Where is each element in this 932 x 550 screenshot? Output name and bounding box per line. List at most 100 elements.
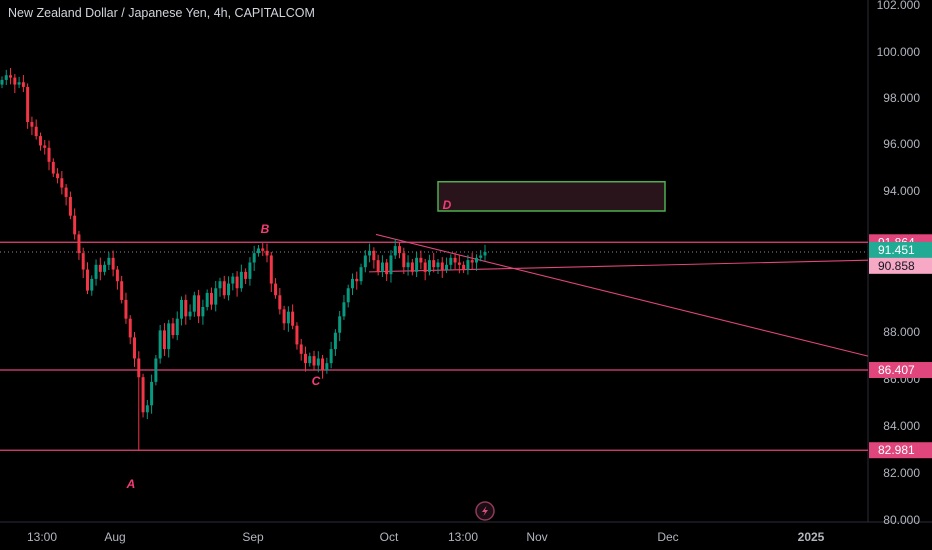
candle-body <box>415 257 419 272</box>
candle <box>43 140 47 155</box>
candles <box>0 67 487 451</box>
candle <box>410 258 414 276</box>
candle <box>286 306 290 332</box>
candle-body <box>303 353 307 364</box>
candle <box>94 259 98 286</box>
candle <box>235 271 239 297</box>
candle <box>192 291 196 317</box>
candle-body <box>449 257 453 265</box>
price-axis: 102.000 100.000 98.000 96.000 94.000 88.000 86… <box>877 0 921 527</box>
candle <box>453 252 457 270</box>
candle-body <box>389 255 393 275</box>
candle-body <box>218 281 222 289</box>
candle <box>222 275 226 299</box>
candle <box>56 168 60 184</box>
candle-body <box>4 75 8 80</box>
candle <box>372 247 376 269</box>
target-zone <box>437 180 666 212</box>
candle-body <box>64 187 68 197</box>
trend-price-tag-text: 90.858 <box>878 259 915 273</box>
candle-body <box>252 253 256 263</box>
candle <box>103 261 107 276</box>
lightning-icon[interactable] <box>475 501 495 521</box>
candle <box>291 304 295 330</box>
candle-body <box>124 299 128 319</box>
candle-body <box>197 295 201 317</box>
candle-body <box>184 299 188 317</box>
candle-body <box>474 257 478 263</box>
candle-body <box>162 330 166 350</box>
candle-body <box>440 262 444 270</box>
candle-body <box>235 276 239 289</box>
candle-body <box>393 246 397 256</box>
candle <box>30 116 34 136</box>
level-price-tag-bg <box>869 442 932 459</box>
candle-body <box>432 260 436 268</box>
candle-body <box>150 381 154 406</box>
candle-body <box>265 250 269 256</box>
candle-body <box>107 257 111 265</box>
candle <box>231 273 235 291</box>
candle <box>38 132 42 151</box>
candle <box>60 170 64 195</box>
x-tick-label: Sep <box>242 530 264 544</box>
candle-body <box>9 75 13 78</box>
candle <box>261 243 265 256</box>
candle-body <box>406 262 410 268</box>
candle-body <box>51 161 55 174</box>
candle <box>214 280 218 312</box>
candle <box>64 184 68 206</box>
level-price-tag-bg <box>869 362 932 379</box>
candle-body <box>60 178 64 188</box>
candle <box>308 352 312 367</box>
candle <box>483 244 487 261</box>
candle <box>137 351 141 451</box>
candle-body <box>321 358 325 371</box>
candle <box>359 263 363 285</box>
pattern-label-b: B <box>261 222 270 236</box>
candle <box>197 289 201 324</box>
y-tick-label: 80.000 <box>883 513 920 527</box>
candle <box>445 257 449 274</box>
candle-body <box>338 316 342 333</box>
candle <box>171 317 175 339</box>
candle-body <box>427 260 431 272</box>
candle-body <box>299 344 303 354</box>
y-tick-label: 82.000 <box>883 466 920 480</box>
trend-line-upper <box>375 233 869 357</box>
candle <box>393 238 397 259</box>
candle <box>47 140 51 171</box>
candle-body <box>308 356 312 364</box>
candle-body <box>261 248 265 251</box>
candle <box>167 319 171 358</box>
candle-body <box>145 405 149 413</box>
candle-body <box>256 248 260 254</box>
candle <box>419 250 423 270</box>
candle-body <box>120 281 124 300</box>
candle <box>269 251 273 292</box>
candle <box>90 275 94 296</box>
candle-body <box>154 358 158 382</box>
candle <box>145 399 149 420</box>
candle <box>432 252 436 273</box>
candle-body <box>205 292 209 307</box>
candle-body <box>85 269 89 291</box>
candle-body <box>167 323 171 350</box>
y-tick-label: 96.000 <box>883 137 920 151</box>
candle-body <box>329 349 333 364</box>
y-tick-label: 88.000 <box>883 325 920 339</box>
candle-body <box>21 82 25 87</box>
candle-body <box>380 262 384 272</box>
candle-body <box>350 278 354 289</box>
candle <box>415 252 419 278</box>
candle-body <box>98 264 102 272</box>
candle-body <box>17 82 21 85</box>
level-price-tag-text: 86.407 <box>878 363 915 377</box>
candle-body <box>274 283 278 296</box>
candle <box>51 158 55 178</box>
candle <box>68 191 72 220</box>
candle-body <box>239 271 243 289</box>
candle <box>252 245 256 271</box>
pattern-label-a: A <box>126 477 136 491</box>
